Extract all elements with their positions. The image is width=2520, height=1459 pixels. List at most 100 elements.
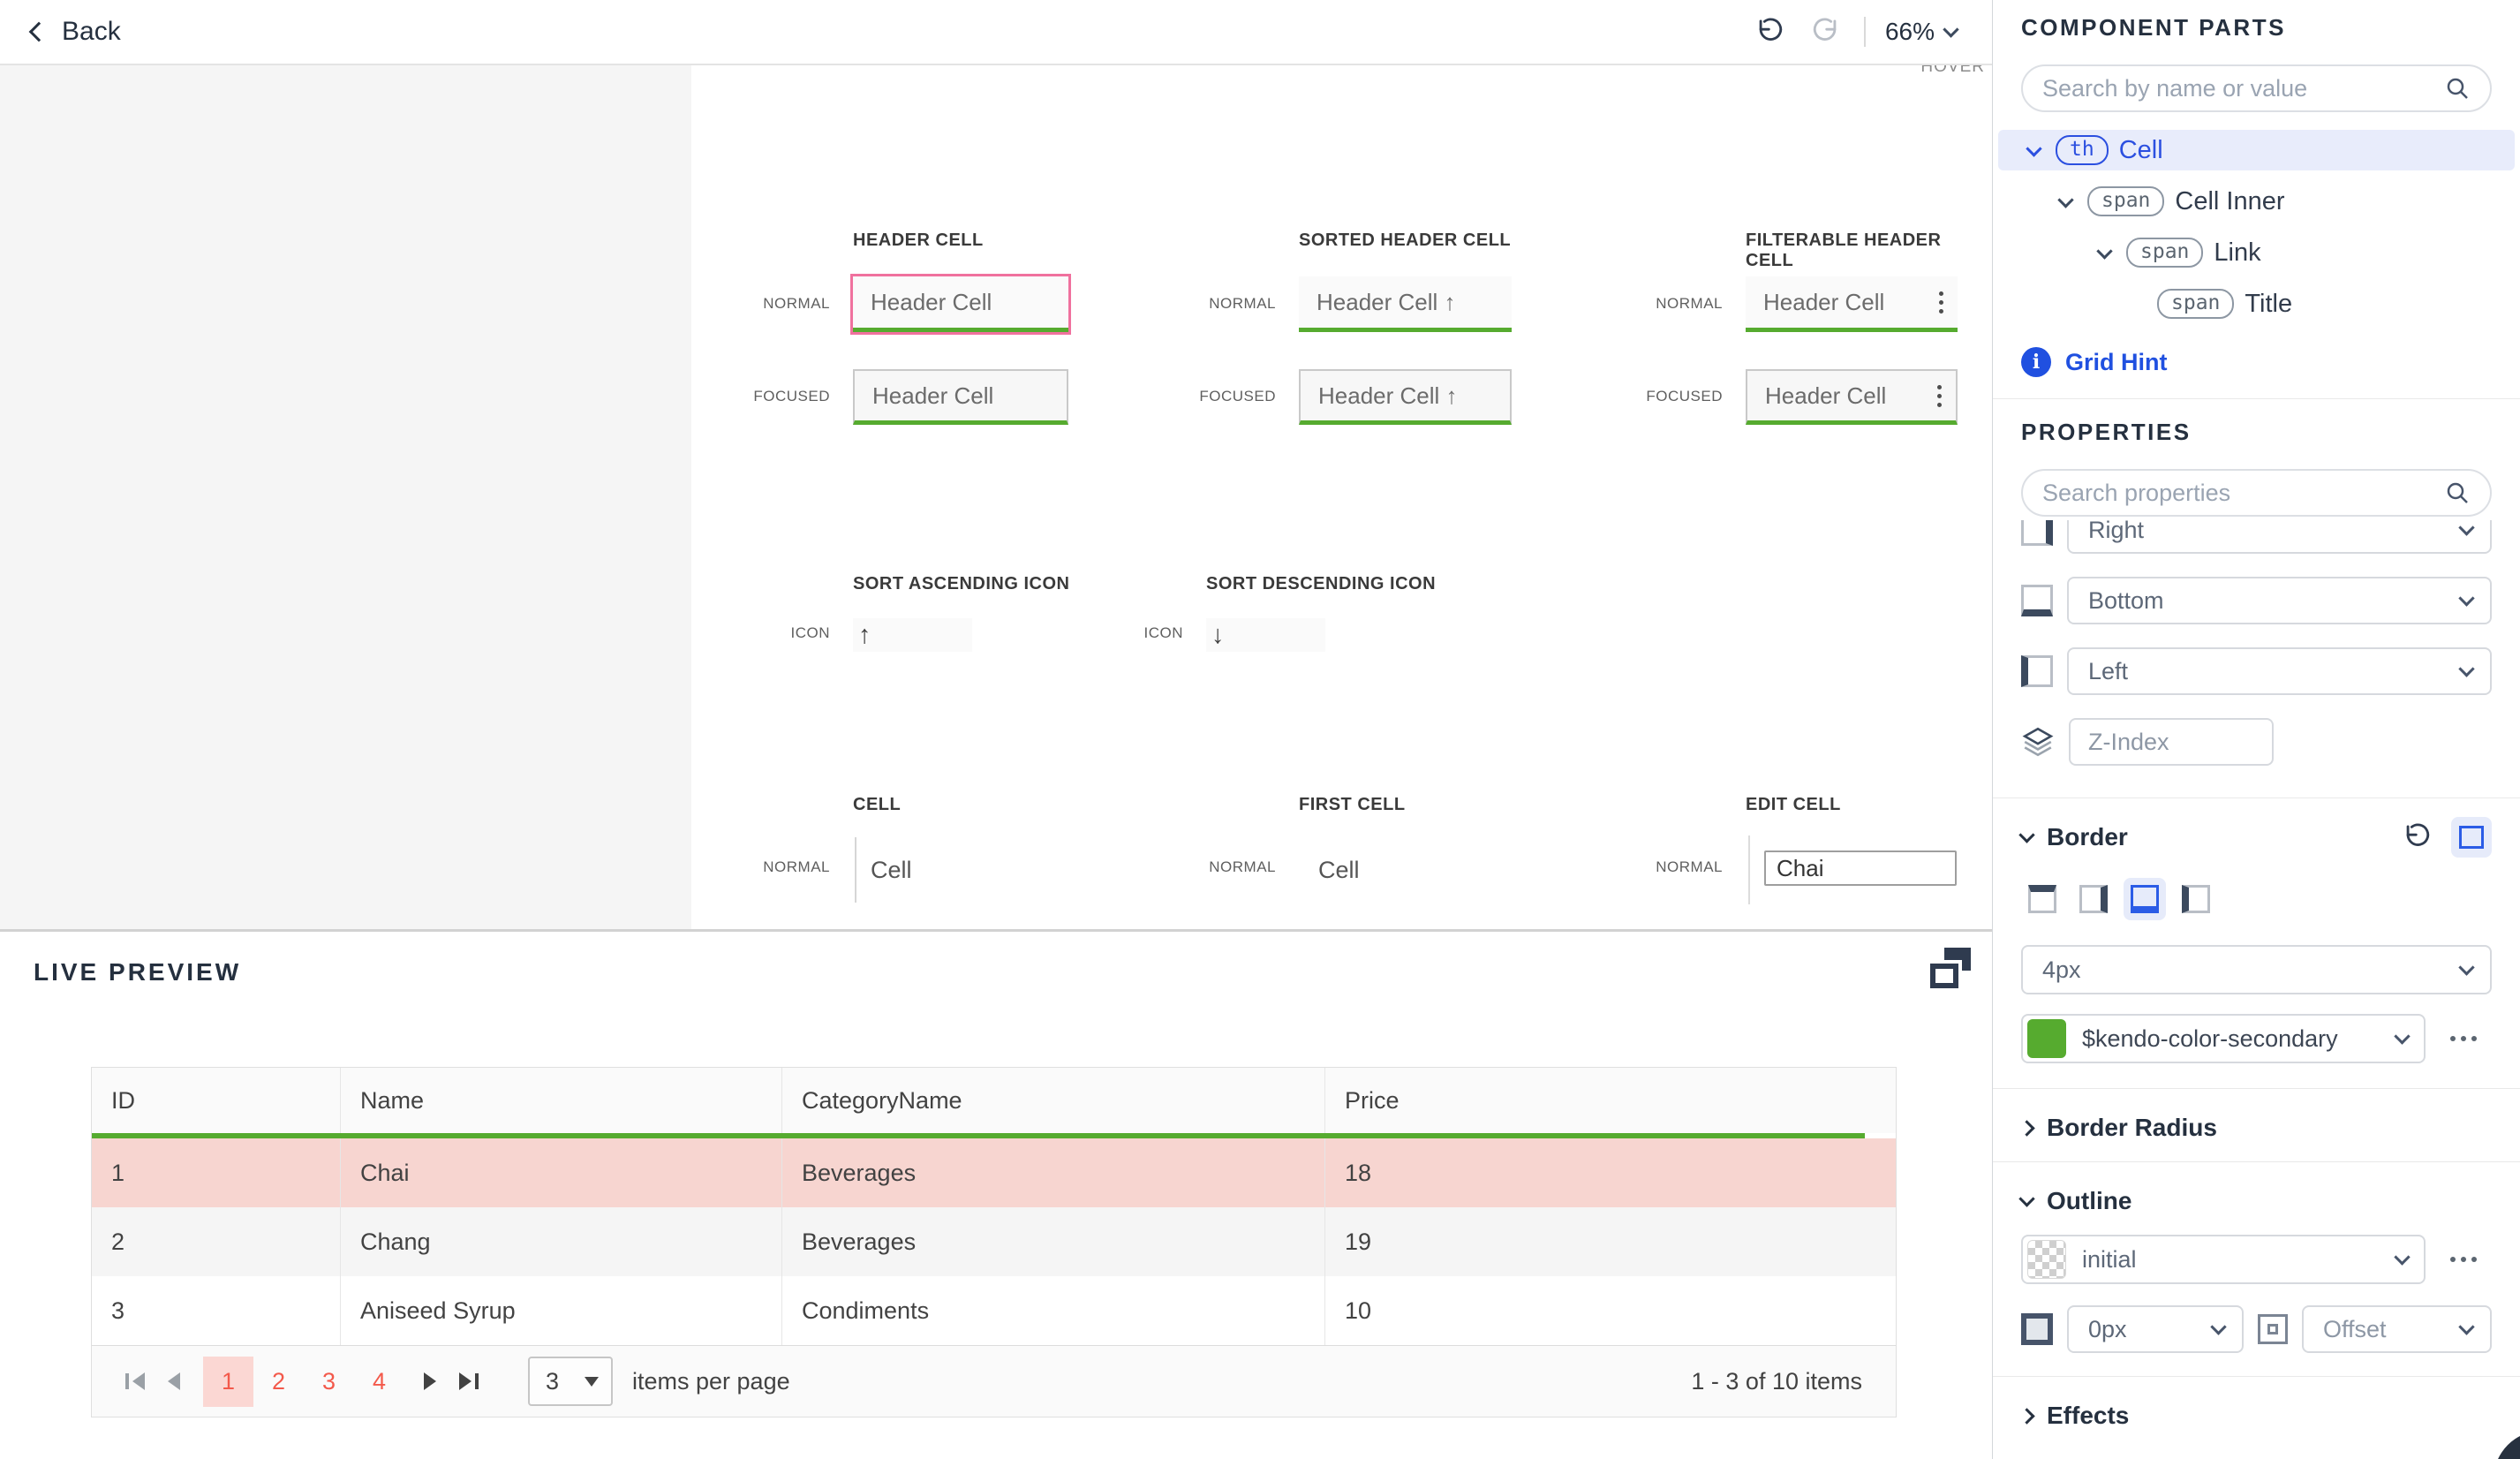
grid-cell[interactable]: 10 <box>1345 1296 1372 1324</box>
grid-cell[interactable]: 19 <box>1345 1228 1372 1255</box>
property-row-bottom: Bottom <box>2021 577 2492 624</box>
border-radius-section-header[interactable]: Border Radius <box>2018 1107 2492 1149</box>
sort-descending-icon-part[interactable]: ↓ <box>1206 618 1325 652</box>
corner-floating-button[interactable] <box>2494 1431 2520 1459</box>
page-button-4[interactable]: 4 <box>372 1367 387 1395</box>
border-top-toggle[interactable] <box>2021 878 2064 920</box>
back-button[interactable]: Back <box>28 17 121 47</box>
border-side-toggles <box>2021 878 2492 920</box>
page-size-dropdown[interactable]: 3 <box>528 1357 613 1406</box>
state-label: NORMAL <box>1656 858 1723 875</box>
grid-cell[interactable]: Beverages <box>782 1207 1325 1276</box>
chevron-down-icon[interactable] <box>2096 242 2113 260</box>
bottom-select[interactable]: Bottom <box>2067 577 2492 624</box>
grid-header-row: ID Name CategoryName Price <box>92 1068 1896 1133</box>
toolbar-divider <box>1863 17 1866 47</box>
grid-pager: 1 2 3 4 3 items per page 1 - 3 of 10 ite… <box>92 1345 1896 1417</box>
sort-ascending-icon-part[interactable]: ↑ <box>853 618 972 652</box>
grid-column-header[interactable]: ID <box>92 1068 341 1133</box>
table-row[interactable]: 3 Aniseed Syrup Condiments 10 <box>92 1276 1896 1345</box>
grid-cell[interactable]: 2 <box>92 1207 341 1276</box>
outline-width-select[interactable]: 0px <box>2067 1305 2244 1353</box>
previous-page-button[interactable] <box>168 1372 180 1390</box>
grid-cell[interactable]: 18 <box>1345 1159 1372 1186</box>
sorted-header-cell-normal[interactable]: Header Cell ↑ <box>1299 276 1512 332</box>
chevron-down-icon <box>2210 1318 2227 1335</box>
border-all-sides-button[interactable] <box>2451 817 2492 858</box>
state-label: NORMAL <box>763 858 830 875</box>
border-color-more-button[interactable] <box>2450 1036 2477 1041</box>
filterable-header-cell-focused[interactable]: Header Cell <box>1746 369 1958 425</box>
redo-icon <box>1813 18 1837 41</box>
zindex-input[interactable] <box>2069 718 2274 766</box>
edit-cell-guide-line <box>1748 835 1750 904</box>
border-section-header[interactable]: Border <box>2018 816 2492 858</box>
edit-cell-input[interactable] <box>1764 850 1957 886</box>
page-button-3[interactable]: 3 <box>321 1367 336 1395</box>
grid-hint-link[interactable]: i Grid Hint <box>2021 347 2492 377</box>
grid-column-header[interactable]: Price <box>1345 1086 1400 1114</box>
sorted-header-cell-focused[interactable]: Header Cell ↑ <box>1299 369 1512 425</box>
component-parts-search-input[interactable] <box>2042 74 2444 102</box>
table-row[interactable]: 1 Chai Beverages 18 <box>92 1138 1896 1207</box>
arrow-up-icon: ↑ <box>858 620 871 649</box>
chevron-down-icon <box>2458 660 2475 677</box>
top-toolbar: Back 66% <box>0 0 1992 65</box>
tree-item-cell-inner[interactable]: span Cell Inner <box>2021 181 2492 222</box>
properties-search-input[interactable] <box>2042 479 2444 507</box>
header-cell-normal[interactable]: Header Cell <box>853 276 1068 332</box>
next-page-button[interactable] <box>424 1372 436 1390</box>
grid-cell[interactable]: 3 <box>92 1276 341 1345</box>
border-left-toggle[interactable] <box>2175 878 2217 920</box>
filterable-header-cell-normal[interactable]: Header Cell <box>1746 276 1958 332</box>
tree-item-title[interactable]: span Title <box>2021 283 2492 324</box>
tree-item-cell[interactable]: th Cell <box>1998 130 2515 170</box>
outline-width-value: 0px <box>2088 1315 2127 1342</box>
chevron-down-icon[interactable] <box>2057 191 2074 208</box>
outline-offset-select[interactable]: Offset <box>2302 1305 2492 1353</box>
border-width-select[interactable]: 4px <box>2021 945 2492 994</box>
grid-column-header[interactable]: Name <box>341 1068 782 1133</box>
grid-cell[interactable]: Aniseed Syrup <box>341 1276 782 1345</box>
cell-normal[interactable]: Cell <box>855 837 1067 903</box>
grid-cell[interactable]: Condiments <box>782 1276 1325 1345</box>
outline-section-header[interactable]: Outline <box>2018 1180 2492 1222</box>
zoom-level-dropdown[interactable]: 66% <box>1885 18 1959 46</box>
first-page-button[interactable] <box>125 1372 145 1390</box>
page-button-1[interactable]: 1 <box>203 1356 253 1407</box>
outline-color-select[interactable]: initial <box>2021 1235 2426 1284</box>
undo-button[interactable] <box>1751 13 1788 50</box>
properties-title: PROPERTIES <box>2021 419 2192 445</box>
border-reset-button[interactable] <box>2398 819 2435 856</box>
grid-cell[interactable]: Chai <box>341 1138 782 1207</box>
grid-cell[interactable]: 1 <box>92 1138 341 1207</box>
transparent-swatch <box>2027 1240 2066 1279</box>
redo-button[interactable] <box>1807 13 1845 50</box>
chevron-right-icon <box>2018 1407 2035 1425</box>
outline-color-more-button[interactable] <box>2450 1257 2477 1262</box>
border-color-select[interactable]: $kendo-color-secondary <box>2021 1014 2426 1063</box>
left-select[interactable]: Left <box>2067 647 2492 695</box>
outline-color-value: initial <box>2082 1245 2137 1273</box>
grid-column-header[interactable]: CategoryName <box>782 1068 1325 1133</box>
grid-cell[interactable]: Beverages <box>782 1138 1325 1207</box>
first-cell-normal[interactable]: Cell <box>1299 837 1511 903</box>
kebab-menu-icon <box>1939 291 1943 314</box>
right-select[interactable]: Right <box>2067 520 2492 554</box>
tree-item-link[interactable]: span Link <box>2021 232 2492 273</box>
chevron-down-icon[interactable] <box>2026 140 2042 157</box>
header-cell-focused[interactable]: Header Cell <box>853 369 1068 425</box>
grid-cell[interactable]: Chang <box>341 1207 782 1276</box>
table-row[interactable]: 2 Chang Beverages 19 <box>92 1207 1896 1276</box>
page-button-2[interactable]: 2 <box>271 1367 286 1395</box>
border-right-toggle[interactable] <box>2072 878 2115 920</box>
border-top-icon <box>2028 885 2056 913</box>
open-preview-popup-button[interactable] <box>1930 948 1971 988</box>
last-page-button[interactable] <box>459 1372 479 1390</box>
border-right-icon <box>2079 885 2108 913</box>
properties-search <box>2021 469 2492 517</box>
effects-section-header[interactable]: Effects <box>2018 1395 2492 1437</box>
group-title-sorted-header-cell: SORTED HEADER CELL <box>1299 231 1512 250</box>
border-bottom-toggle[interactable] <box>2124 878 2166 920</box>
dropdown-arrow-icon <box>585 1376 599 1387</box>
